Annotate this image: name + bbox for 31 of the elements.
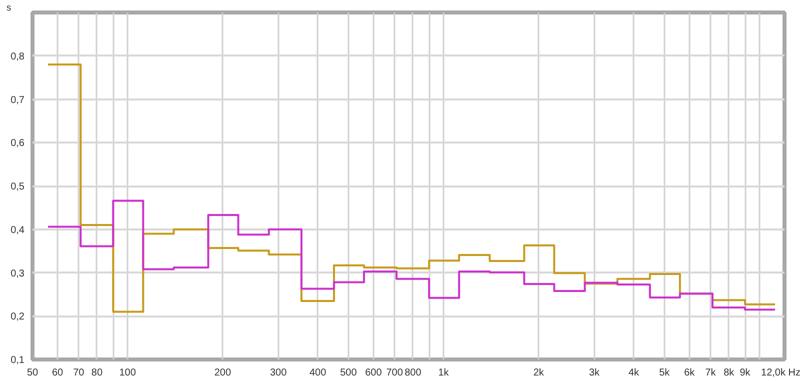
y-tick-label: 0,8 bbox=[10, 51, 25, 62]
x-tick-label: 300 bbox=[270, 368, 288, 378]
x-tick-label: 8k bbox=[724, 368, 736, 378]
x-tick-label: 100 bbox=[119, 368, 136, 378]
x-tick-label: 500 bbox=[340, 368, 358, 378]
x-tick-label: 12,0k Hz bbox=[761, 368, 800, 378]
x-tick-label: 9k bbox=[740, 368, 752, 378]
x-tick-label: 400 bbox=[309, 368, 327, 378]
x-tick-label: 80 bbox=[91, 368, 103, 378]
y-tick-label: 0,4 bbox=[10, 224, 25, 236]
x-tick-label: 700 bbox=[386, 368, 404, 378]
y-tick-label: 0,7 bbox=[10, 94, 25, 106]
y-tick-label: 0,1 bbox=[10, 355, 25, 366]
x-tick-label: 60 bbox=[52, 368, 64, 378]
x-tick-label: 50 bbox=[26, 368, 38, 378]
y-axis-title: s bbox=[6, 2, 12, 12]
y-tick-label: 0,2 bbox=[10, 312, 25, 323]
x-tick-label: 5k bbox=[659, 368, 671, 378]
x-tick-label: 800 bbox=[404, 368, 422, 378]
y-tick-label: 0,3 bbox=[10, 268, 25, 280]
x-tick-label: 7k bbox=[705, 368, 717, 378]
x-tick-label: 200 bbox=[214, 368, 232, 378]
y-tick-label: 0,6 bbox=[10, 138, 25, 150]
y-tick-label: 0,5 bbox=[10, 182, 25, 192]
x-tick-label: 4k bbox=[628, 368, 640, 378]
x-tick-label: 3k bbox=[589, 368, 601, 378]
x-tick-label: 600 bbox=[365, 368, 382, 378]
x-tick-label: 6k bbox=[684, 368, 696, 378]
x-tick-label: 70 bbox=[73, 368, 85, 378]
x-tick-label: 1k bbox=[438, 368, 450, 378]
x-tick-label: 2k bbox=[533, 368, 545, 378]
